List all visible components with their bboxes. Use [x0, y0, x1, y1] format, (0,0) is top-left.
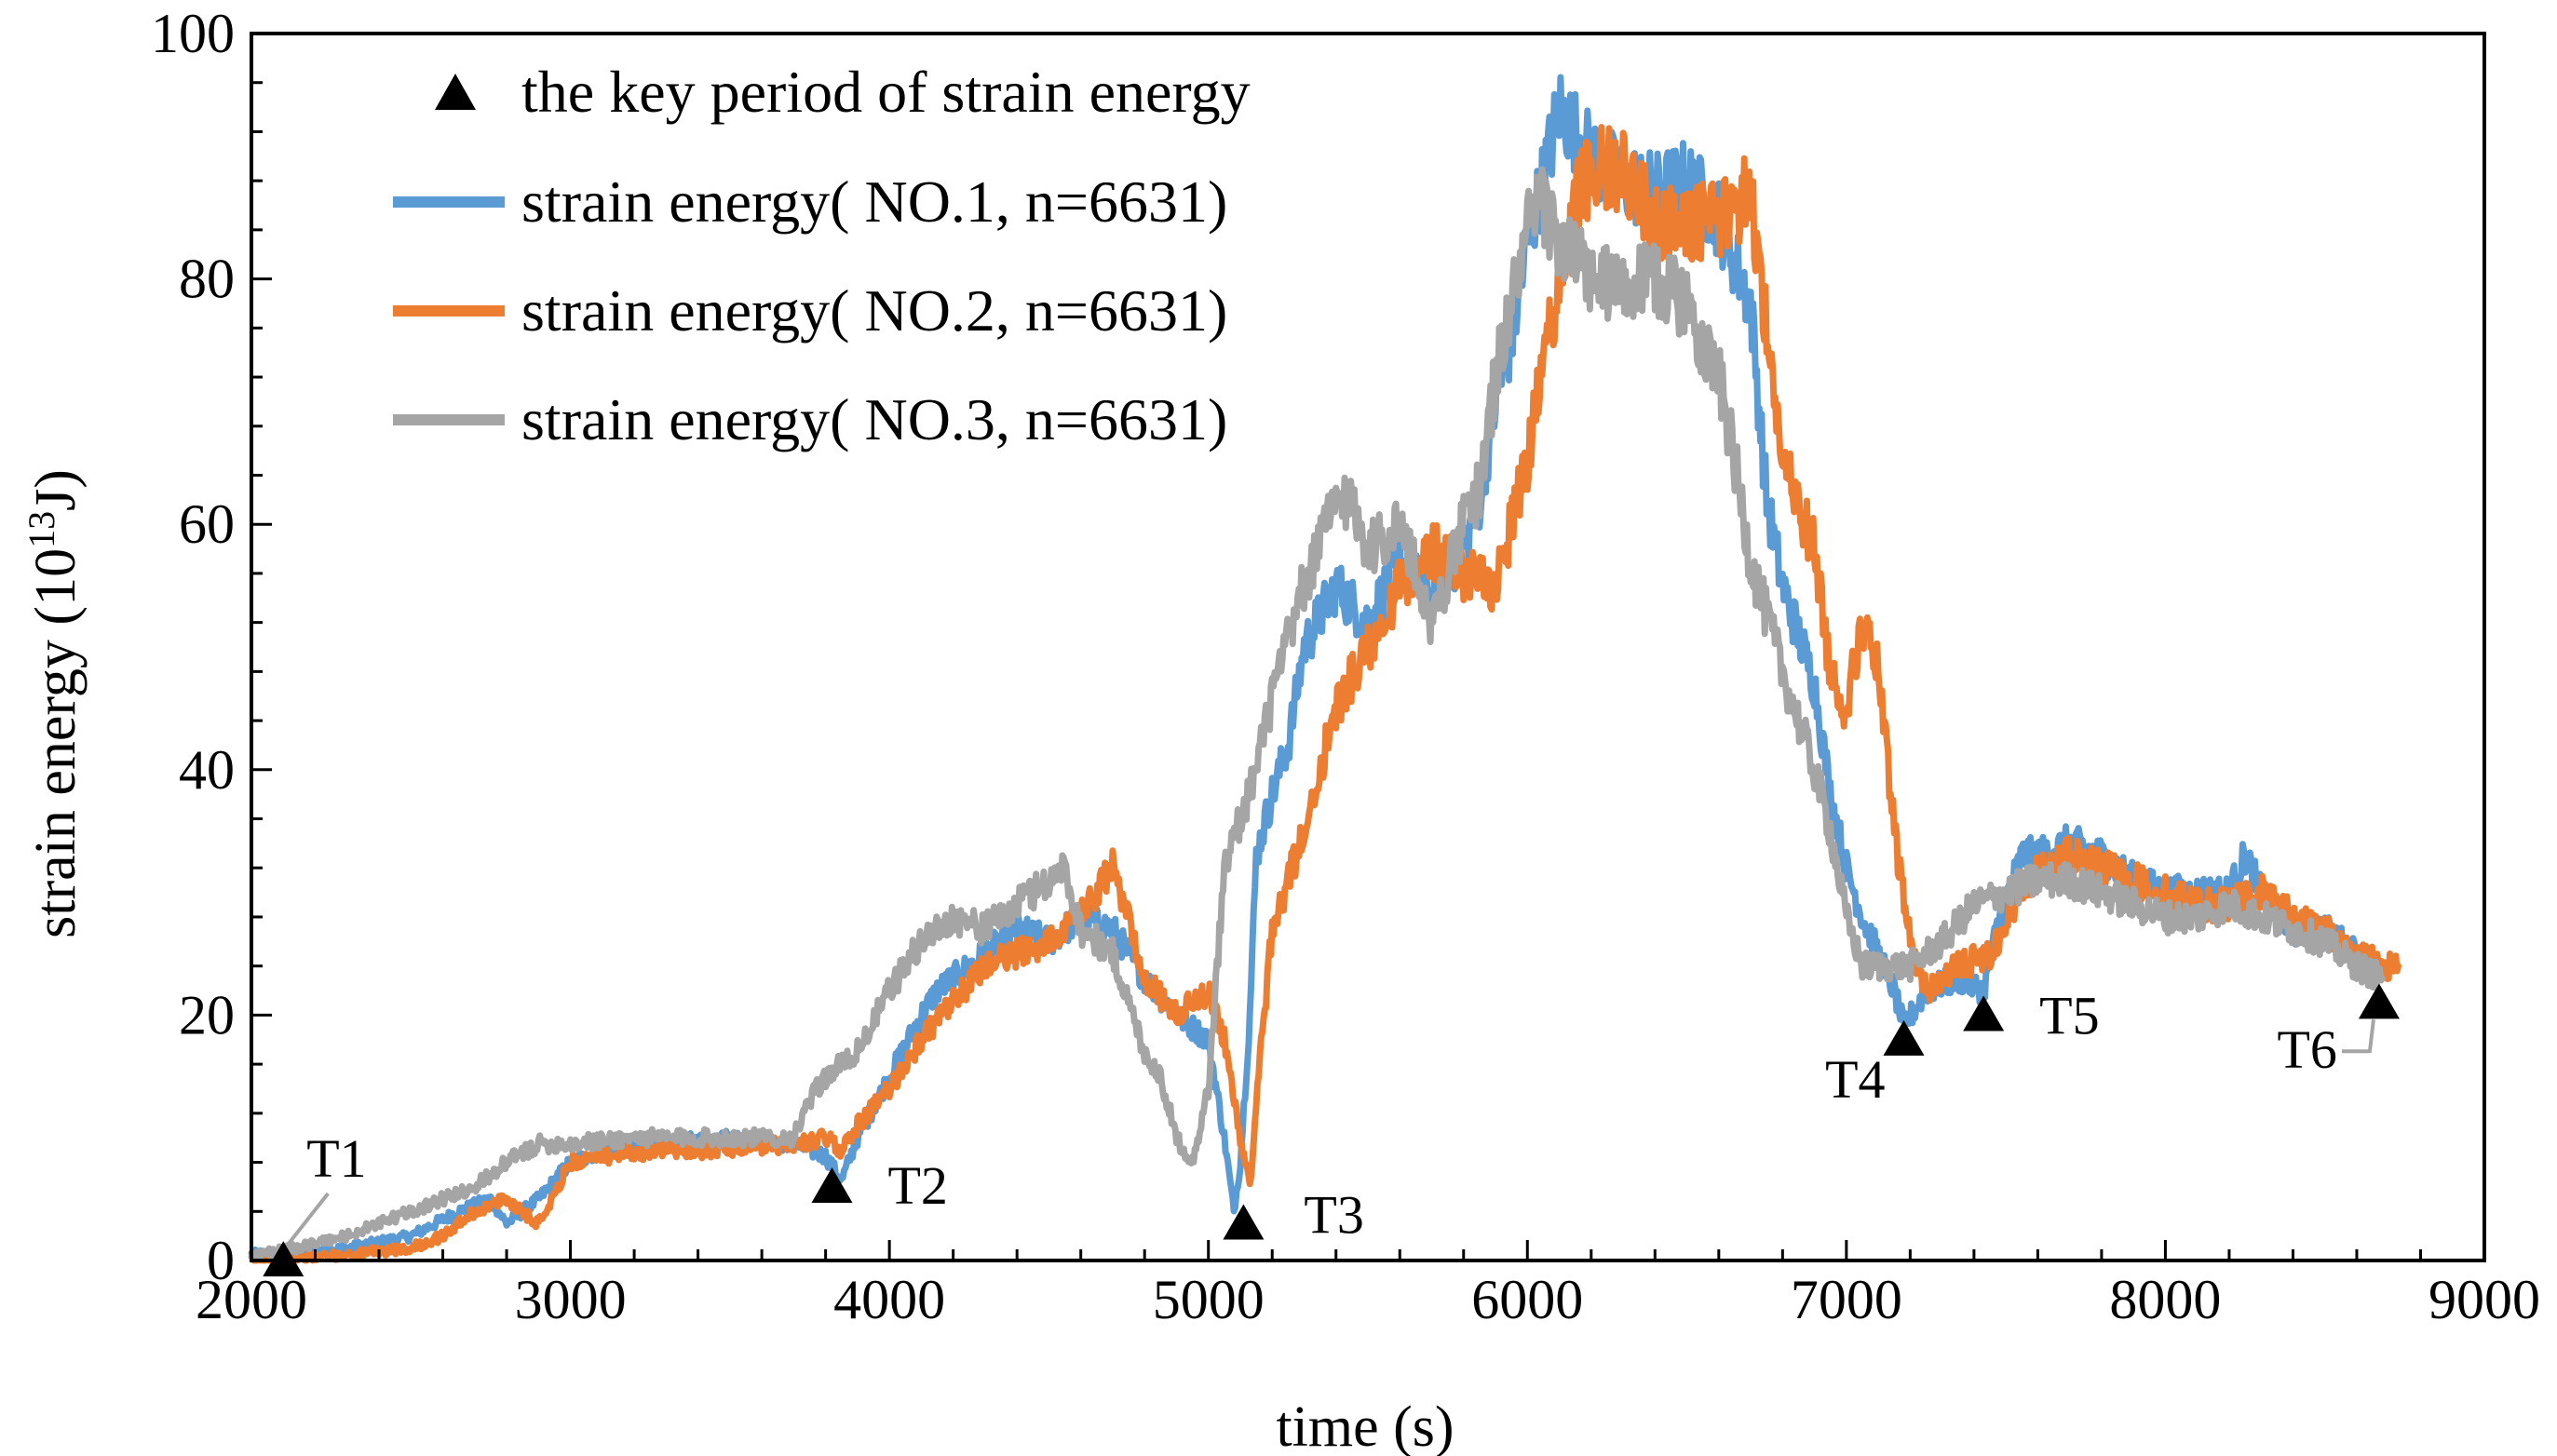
axes-layer: 2000 3000 4000 5000 6000 7000 8000 9000 0 20 40 60 8…: [151, 3, 2540, 1330]
legend-key-marker: [435, 74, 476, 110]
key-period-label-t3: T3: [1304, 1184, 1363, 1245]
key-period-markers: T1 T2 T3 T4 T5 T6: [263, 983, 2400, 1277]
plot-area-border: [250, 32, 2486, 1262]
legend-label-no2: strain energy( NO.2, n=6631): [521, 277, 1227, 344]
key-period-marker-t5: [1963, 995, 2005, 1031]
y-axis-title-main: strain energy (10: [24, 548, 88, 938]
x-tick-label: 7000: [1791, 1269, 1902, 1330]
leader-line-t6: [2341, 1018, 2375, 1054]
key-period-marker-t2: [811, 1167, 853, 1204]
legend-label-key-period: the key period of strain energy: [521, 59, 1251, 125]
legend-label-no3: strain energy( NO.3, n=6631): [521, 386, 1227, 452]
x-tick-label: 4000: [833, 1269, 945, 1330]
key-period-marker-t1: [263, 1241, 304, 1277]
key-period-label-t6: T6: [2278, 1019, 2337, 1080]
y-tick-label: 60: [179, 493, 235, 555]
key-period-label-t2: T2: [887, 1155, 947, 1216]
y-axis-title-tail: J): [24, 469, 88, 511]
key-period-marker-t4: [1883, 1019, 1925, 1056]
x-tick-label: 5000: [1153, 1269, 1265, 1330]
legend: the key period of strain energy strain e…: [393, 59, 1251, 452]
x-tick-label: 2000: [196, 1269, 307, 1330]
x-tick-label: 9000: [2428, 1269, 2540, 1330]
series-layer: [248, 74, 2401, 1264]
legend-label-no1: strain energy( NO.1, n=6631): [521, 169, 1227, 235]
y-axis-title: strain energy (1013J): [20, 469, 88, 938]
key-period-marker-t3: [1223, 1204, 1265, 1240]
key-period-label-t4: T4: [1825, 1049, 1885, 1110]
x-tick-label: 8000: [2109, 1269, 2221, 1330]
leader-line-t1: [285, 1192, 330, 1247]
x-axis-title: time (s): [1276, 1395, 1454, 1456]
series-line-no3: [248, 166, 2386, 1261]
key-period-marker-t6: [2358, 983, 2400, 1019]
series-line-no2: [248, 124, 2401, 1264]
x-tick-label: 3000: [515, 1269, 627, 1330]
y-tick-label: 20: [179, 984, 235, 1045]
y-axis-title-superscript: 13: [20, 511, 62, 548]
y-tick-label: 40: [179, 739, 235, 801]
y-tick-label: 80: [179, 249, 235, 310]
y-tick-label: 100: [151, 3, 235, 64]
y-tick-label: 0: [207, 1230, 235, 1291]
key-period-label-t1: T1: [306, 1128, 366, 1189]
key-period-label-t5: T5: [2039, 985, 2099, 1045]
x-tick-label: 6000: [1471, 1269, 1583, 1330]
